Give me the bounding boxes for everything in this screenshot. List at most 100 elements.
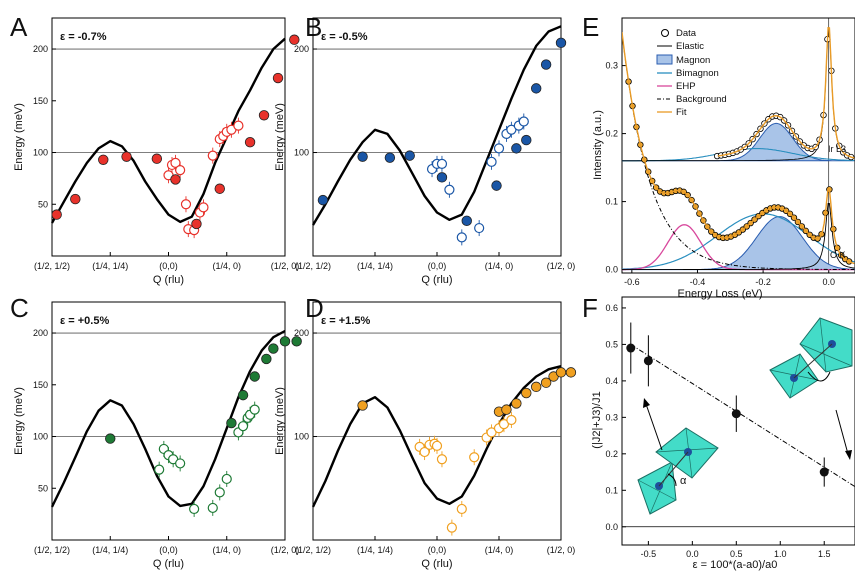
panel-letter-d: D <box>305 293 324 323</box>
ir-ir-bond <box>793 343 833 379</box>
data-point-filled <box>214 183 225 194</box>
data-point-filled <box>170 174 181 185</box>
dispersion-panel-d: 100 200 (1/2, 1/2) (1/4, 1/4) (0,0) (1/4, 0) (… <box>274 301 577 570</box>
y-axis-label: Energy (meV) <box>13 103 25 171</box>
x-tick-label: 1.5 <box>818 549 831 559</box>
background-line <box>622 32 855 270</box>
data-point <box>626 343 636 353</box>
panel-letter-e: E <box>582 12 599 42</box>
data-point-open <box>446 522 457 533</box>
f-ylabel: (|J2|+J3)/J1 <box>591 391 603 448</box>
y-tick-label: 0.2 <box>605 129 618 139</box>
x-tick-label: (1/2, 0) <box>271 545 300 555</box>
data-point-filled <box>261 353 272 365</box>
legend-bimagnon: Bimagnon <box>676 68 719 79</box>
angle-arc <box>807 371 831 382</box>
data-point-open <box>431 440 443 451</box>
x-tick-label: (1/4, 0) <box>212 545 241 555</box>
data-point-filled <box>436 172 448 183</box>
data-point-open <box>180 199 192 210</box>
y-tick-label: 200 <box>33 44 48 54</box>
x-tick-label: (1/4, 1/4) <box>92 545 128 555</box>
data-point-filled <box>249 371 260 382</box>
data-point-filled <box>121 151 132 162</box>
x-tick-label: -0.6 <box>624 277 640 287</box>
data-point-filled <box>357 151 368 162</box>
data-point-open <box>249 404 260 415</box>
data-point-open <box>154 464 165 475</box>
data-point-open <box>474 222 485 234</box>
octahedra-inset-right <box>769 317 853 399</box>
exchange-ratio-panel-f: 0.0 0.1 0.2 0.3 0.4 0.5 0.6 -0.5 0.0 0.5 1.0 1.5 α <box>591 296 855 571</box>
data-point-open <box>436 454 448 465</box>
data-point-filled <box>98 154 109 165</box>
data-point-open <box>419 446 430 458</box>
x-tick-label: (1/2, 0) <box>271 261 300 271</box>
data-point-filled <box>105 433 116 444</box>
legend-fit: Fit <box>676 107 687 118</box>
x-tick-label: -0.5 <box>641 549 657 559</box>
arrow-to-left-inset <box>645 403 663 451</box>
data-point-filled <box>384 152 396 163</box>
legend-background: Background <box>676 94 727 105</box>
data-point-open <box>456 503 467 515</box>
legend-magnon-patch <box>656 54 673 65</box>
data-point-open <box>436 158 448 170</box>
y-tick-label: 100 <box>33 432 48 442</box>
data-point-open <box>456 232 467 243</box>
data-point-filled <box>244 136 256 148</box>
data-point-filled <box>279 336 291 347</box>
y-tick-label: 50 <box>38 199 48 209</box>
ok-fit-line <box>622 32 855 265</box>
panel-letter-c: C <box>10 293 29 323</box>
f-data-marks <box>622 322 855 528</box>
e-o-k-label: O K <box>830 250 846 260</box>
trend-line <box>630 343 855 488</box>
data-point-filled <box>51 209 62 220</box>
y-tick-label: 100 <box>294 148 309 158</box>
x-tick-label: (1/2, 1/2) <box>34 261 70 271</box>
data-point-open <box>506 414 517 426</box>
data-point-open <box>221 473 232 485</box>
legend-data-marker <box>661 29 669 37</box>
data-point-filled <box>521 387 532 399</box>
x-tick-label: (1/4, 0) <box>212 261 241 271</box>
x-tick-label: (1/2, 0) <box>547 545 576 555</box>
data-point-filled <box>272 72 284 84</box>
data-point-open <box>214 487 225 498</box>
data-point <box>731 409 741 419</box>
y-tick-label: 0.3 <box>605 61 618 71</box>
plot-frame <box>621 296 855 546</box>
strain-annotation: ε = +1.5% <box>321 315 370 327</box>
data-point-filled <box>237 389 249 401</box>
e-xlabel: Energy Loss (eV) <box>678 288 763 300</box>
dispersion-panel-b: 100 200 (1/2, 1/2) (1/4, 1/4) (0,0) (1/4, 0) (… <box>274 17 576 286</box>
data-point-filled <box>491 180 502 191</box>
strain-annotation: ε = +0.5% <box>60 315 109 327</box>
octahedra-inset-left: α <box>637 427 719 515</box>
data-point-filled <box>555 37 567 49</box>
panel-letter-f: F <box>582 293 598 323</box>
data-point-filled <box>258 110 270 121</box>
data-point-filled <box>291 336 302 347</box>
x-tick-label: (1/2, 0) <box>547 261 576 271</box>
data-point-filled <box>289 34 300 45</box>
dispersion-panel-a: 50 100 150 200 (1/2, 1/2) (1/4, 1/4) (0,0) (1/4… <box>13 17 300 286</box>
angle-alpha-label: α <box>680 475 687 487</box>
x-tick-label: (1/2, 1/2) <box>295 545 331 555</box>
ir-elastic-line <box>622 28 855 162</box>
dispersion-panel-c: 50 100 150 200 (1/2, 1/2) (1/4, 1/4) (0,0) (1/4… <box>13 301 302 570</box>
x-tick-label: 0.0 <box>822 277 835 287</box>
data-point-filled <box>404 150 415 161</box>
data-point-open <box>175 458 186 469</box>
x-tick-label: 0.5 <box>730 549 743 559</box>
legend-ehp: EHP <box>676 81 696 92</box>
legend-elastic: Elastic <box>676 41 704 52</box>
data-point-filled <box>501 404 512 415</box>
y-axis-label: Energy (meV) <box>274 387 286 455</box>
ir-fit-line <box>717 27 855 159</box>
y-tick-label: 200 <box>294 44 309 54</box>
y-tick-label: 0.2 <box>605 449 618 459</box>
y-tick-label: 0.0 <box>605 265 618 275</box>
x-tick-label: 0.0 <box>686 549 699 559</box>
